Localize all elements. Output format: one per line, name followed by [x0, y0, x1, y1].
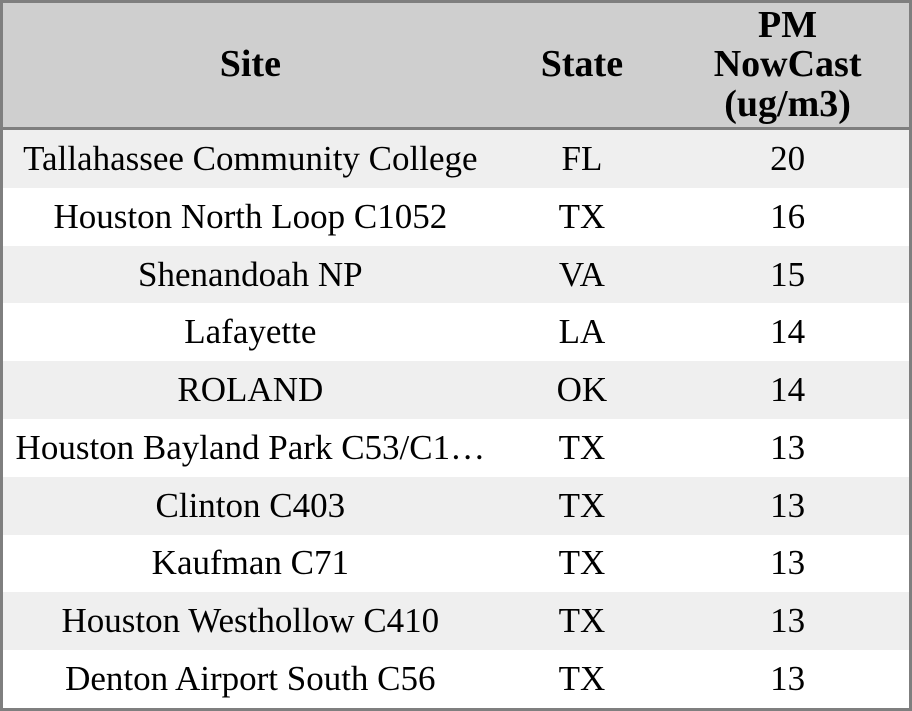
table-row: Houston Bayland Park C53/C1… TX 13 [3, 419, 909, 477]
col-header-pm-nowcast: PM NowCast (ug/m3) [666, 3, 909, 130]
site-cell: ROLAND [177, 370, 324, 410]
pm-cell: 13 [770, 659, 806, 699]
site-cell: Kaufman C71 [151, 543, 349, 583]
table-header: Site State PM NowCast (ug/m3) [3, 3, 909, 130]
pm-cell: 20 [770, 138, 806, 178]
pm-nowcast-table: Site State PM NowCast (ug/m3) Tallahasse… [3, 3, 909, 708]
col-header-state-label: State [540, 43, 624, 86]
pm-cell: 14 [770, 312, 806, 352]
table-row: Shenandoah NP VA 15 [3, 245, 909, 304]
col-header-site-label: Site [219, 43, 281, 86]
state-cell: FL [561, 138, 603, 178]
table-row: ROLAND OK 14 [3, 361, 909, 419]
state-cell: OK [556, 370, 608, 410]
col-header-state: State [497, 3, 667, 130]
state-cell: LA [558, 312, 606, 352]
table-row: Lafayette LA 14 [3, 303, 909, 362]
site-cell: Houston Westhollow C410 [61, 601, 440, 641]
site-cell: Lafayette [184, 312, 317, 352]
site-cell: Shenandoah NP [138, 254, 363, 294]
table-row: Tallahassee Community College FL 20 [3, 128, 909, 188]
site-cell: Houston Bayland Park C53/C1… [15, 427, 486, 467]
col-header-pm-nowcast-label: PM NowCast (ug/m3) [713, 3, 862, 125]
table-row: Kaufman C71 TX 13 [3, 534, 909, 593]
pm-cell: 13 [770, 485, 806, 525]
table-row: Houston North Loop C1052 TX 16 [3, 187, 909, 246]
pm-cell: 14 [770, 370, 806, 410]
site-cell: Clinton C403 [155, 485, 346, 525]
col-header-site: Site [3, 3, 498, 130]
pm-cell: 13 [770, 601, 806, 641]
site-cell: Denton Airport South C56 [65, 659, 436, 699]
pm-cell: 13 [770, 427, 806, 467]
header-row: Site State PM NowCast (ug/m3) [3, 3, 909, 130]
state-cell: TX [558, 659, 606, 699]
site-cell: Houston North Loop C1052 [53, 196, 448, 236]
pm-cell: 13 [770, 543, 806, 583]
table-body: Tallahassee Community College FL 20 Hous… [3, 128, 909, 708]
pm-cell: 16 [770, 196, 806, 236]
state-cell: TX [558, 196, 606, 236]
state-cell: TX [558, 485, 606, 525]
state-cell: VA [558, 254, 605, 294]
pm-cell: 15 [770, 254, 806, 294]
table-row: Houston Westhollow C410 TX 13 [3, 592, 909, 651]
state-cell: TX [558, 543, 606, 583]
state-cell: TX [558, 601, 606, 641]
table-row: Clinton C403 TX 13 [3, 476, 909, 535]
table-row: Denton Airport South C56 TX 13 [3, 650, 909, 708]
state-cell: TX [558, 427, 606, 467]
site-cell: Tallahassee Community College [23, 138, 478, 178]
